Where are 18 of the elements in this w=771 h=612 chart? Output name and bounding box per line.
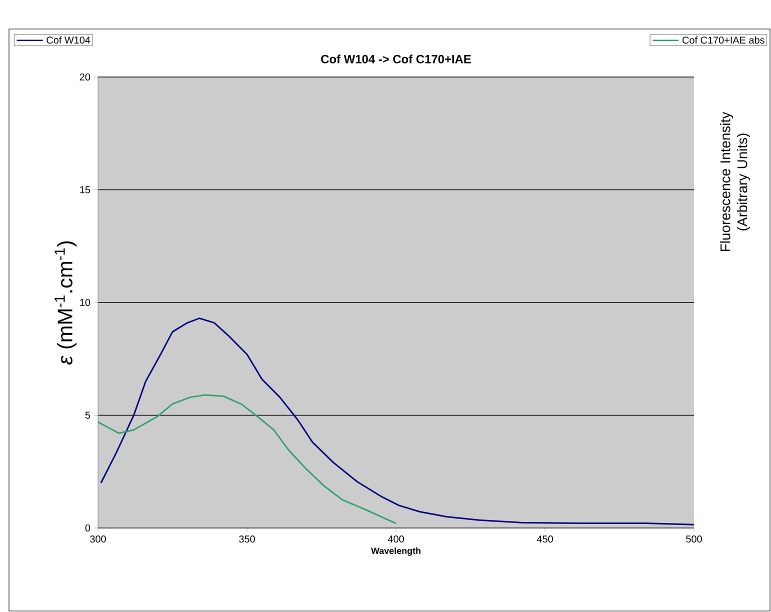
chart-title: Cof W104 -> Cof C170+IAE (321, 54, 471, 64)
x-tick-label: 300 (90, 536, 106, 543)
x-tick-label: 400 (388, 536, 404, 543)
y-tick-label: 0 (85, 524, 90, 532)
x-tick-label: 350 (239, 536, 255, 543)
y2-axis-title: Fluorescence Intensity (Arbitrary Units) (720, 112, 750, 252)
line-series (98, 394, 397, 524)
y-tick-label: 20 (80, 73, 90, 81)
y-tick-label: 15 (80, 186, 90, 194)
legend-label: Cof W104 (46, 36, 90, 44)
y-tick-label: 10 (80, 298, 90, 306)
x-axis-title: Wavelength (371, 547, 420, 556)
x-tick-label: 450 (536, 536, 553, 543)
line-series (100, 318, 694, 526)
y-tick-label: 5 (85, 412, 90, 419)
y-axis-title: ε (mM$^{-1}$.cm$^{-1}$) (54, 241, 77, 365)
legend-label: Cof C170+IAE abs (682, 36, 764, 44)
x-tick-label: 500 (686, 536, 702, 543)
